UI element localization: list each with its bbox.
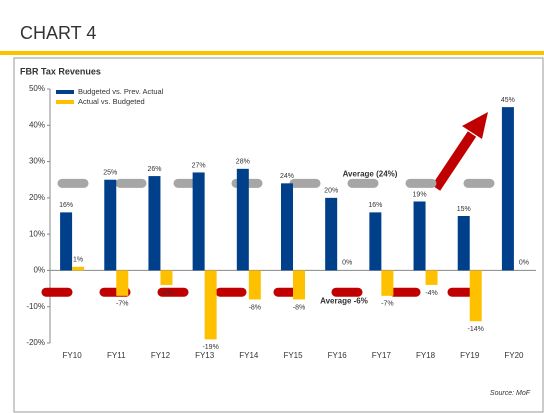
- bar: [104, 179, 117, 271]
- bar: [248, 270, 261, 300]
- data-label: 16%: [59, 202, 73, 209]
- header-title: CHART 4: [20, 23, 96, 43]
- source: Source: MoF: [490, 390, 531, 397]
- x-tick-label: FY13: [195, 351, 215, 360]
- data-label: -4%: [160, 290, 172, 297]
- data-label: 45%: [501, 97, 515, 104]
- y-tick-label: 40%: [29, 120, 45, 129]
- bar: [413, 201, 426, 271]
- data-label: 25%: [103, 170, 117, 177]
- data-label: -7%: [116, 301, 128, 308]
- data-label: 0%: [342, 259, 352, 266]
- bar: [281, 183, 293, 271]
- legend-label: Budgeted vs. Prev. Actual: [78, 87, 164, 96]
- data-label: -8%: [249, 304, 261, 311]
- x-tick-label: FY10: [63, 351, 83, 360]
- legend-swatch: [56, 100, 74, 104]
- bar: [381, 270, 394, 296]
- y-tick-label: 50%: [29, 84, 45, 93]
- x-tick-label: FY16: [328, 351, 348, 360]
- data-label: 1%: [73, 257, 83, 264]
- chart-title: FBR Tax Revenues: [20, 66, 101, 76]
- x-tick-label: FY15: [283, 351, 303, 360]
- bar: [501, 107, 514, 271]
- bar: [425, 270, 438, 285]
- average-label: Average -6%: [320, 296, 368, 305]
- x-tick-label: FY19: [460, 351, 480, 360]
- bar: [325, 197, 338, 271]
- legend-label: Actual vs. Budgeted: [78, 97, 145, 106]
- y-tick-label: 0%: [33, 266, 45, 275]
- x-tick-label: FY11: [107, 351, 126, 360]
- data-label: -14%: [468, 326, 484, 333]
- average-label: Average (24%): [343, 169, 398, 178]
- arrow: [431, 112, 488, 191]
- y-tick-label: 20%: [29, 193, 45, 202]
- data-label: 16%: [368, 202, 382, 209]
- data-label: 15%: [457, 206, 471, 213]
- frame: [13, 57, 544, 413]
- bar: [204, 270, 217, 340]
- bar: [236, 168, 249, 271]
- data-label: -19%: [202, 344, 218, 351]
- x-tick-label: FY14: [239, 351, 259, 360]
- x-tick-label: FY12: [151, 351, 171, 360]
- x-tick-label: FY20: [504, 351, 524, 360]
- bar: [116, 270, 129, 296]
- data-label: -8%: [293, 304, 305, 311]
- x-tick-label: FY18: [416, 351, 436, 360]
- data-label: 28%: [236, 159, 250, 166]
- bar: [293, 270, 305, 300]
- bar: [160, 270, 173, 285]
- bar: [148, 176, 161, 271]
- x-tick-label: FY17: [372, 351, 392, 360]
- data-label: 0%: [519, 259, 529, 266]
- y-tick-label: -20%: [26, 338, 45, 347]
- bar: [469, 270, 482, 322]
- bar: [457, 216, 470, 271]
- y-tick-label: -10%: [26, 302, 45, 311]
- data-label: -7%: [381, 301, 393, 308]
- bar: [60, 212, 73, 271]
- data-label: 19%: [413, 191, 427, 198]
- data-label: 24%: [280, 173, 294, 180]
- data-label: 27%: [192, 162, 206, 169]
- data-label: 20%: [324, 188, 338, 195]
- data-label: -4%: [425, 290, 437, 297]
- legend-swatch: [56, 90, 74, 94]
- header-rule: [0, 51, 544, 55]
- bar: [369, 212, 382, 271]
- y-tick-label: 30%: [29, 157, 45, 166]
- bar: [192, 172, 205, 271]
- data-label: 26%: [147, 166, 161, 173]
- bar: [72, 266, 85, 271]
- y-tick-label: 10%: [29, 229, 45, 238]
